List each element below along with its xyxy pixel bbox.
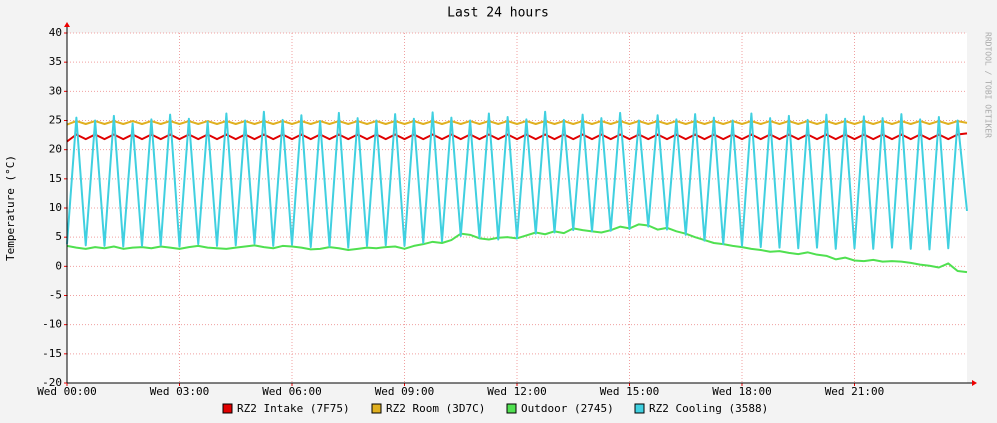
legend-swatch: [371, 403, 382, 414]
series-line: [66, 132, 968, 143]
plot-lines: [66, 110, 968, 274]
series-line: [66, 110, 968, 251]
x-tick-label: Wed 15:00: [600, 385, 660, 398]
series-line: [66, 120, 968, 126]
y-tick-label: 0: [55, 259, 62, 272]
y-tick-label: 30: [49, 84, 62, 97]
y-tick-label: 10: [49, 201, 62, 214]
y-tick-label: -15: [42, 347, 62, 360]
y-tick-label: -20: [42, 376, 62, 389]
y-tick-label: -5: [49, 289, 62, 302]
y-tick-label: 35: [49, 55, 62, 68]
legend: RZ2 Intake (7F75) RZ2 Room (3D7C) Outdoor …: [222, 402, 768, 415]
legend-label: RZ2 Room (3D7C): [386, 402, 485, 415]
y-tick-label: 5: [55, 230, 62, 243]
legend-label: Outdoor (2745): [521, 402, 614, 415]
legend-swatch: [506, 403, 517, 414]
x-tick-label: Wed 06:00: [262, 385, 322, 398]
y-tick-label: 40: [49, 26, 62, 39]
chart-title: Last 24 hours: [447, 6, 549, 21]
watermark: RRDTOOL / TOBI OETIKER: [984, 32, 993, 138]
y-axis-label: Temperature (°C): [4, 155, 17, 261]
y-tick-label: -10: [42, 318, 62, 331]
x-tick-label: Wed 12:00: [487, 385, 547, 398]
x-tick-label: Wed 09:00: [375, 385, 435, 398]
y-tick-label: 15: [49, 172, 62, 185]
y-tick-label: 25: [49, 114, 62, 127]
axes: -20 -15 -10 -5 0 5 10 15 20 25 30 35 40 Wed 00:00 Wed …: [37, 22, 977, 398]
y-arrow: [64, 22, 70, 27]
x-tick-label: Wed 21:00: [825, 385, 885, 398]
y-tick-label: 20: [49, 143, 62, 156]
legend-swatch: [634, 403, 645, 414]
x-arrow: [972, 380, 977, 386]
legend-label: RZ2 Cooling (3588): [649, 402, 768, 415]
legend-label: RZ2 Intake (7F75): [237, 402, 350, 415]
x-tick-label: Wed 00:00: [37, 385, 97, 398]
x-tick-label: Wed 18:00: [712, 385, 772, 398]
x-tick-label: Wed 03:00: [150, 385, 210, 398]
legend-swatch: [222, 403, 233, 414]
